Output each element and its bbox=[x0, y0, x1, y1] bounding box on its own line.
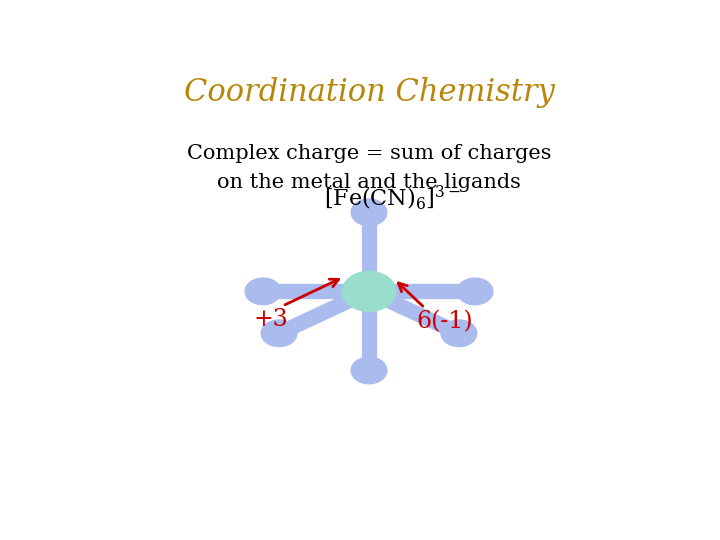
Circle shape bbox=[245, 278, 281, 305]
Text: on the metal and the ligands: on the metal and the ligands bbox=[217, 173, 521, 192]
Circle shape bbox=[342, 272, 396, 312]
Text: +3: +3 bbox=[254, 308, 289, 331]
Text: Coordination Chemistry: Coordination Chemistry bbox=[184, 77, 554, 109]
Circle shape bbox=[351, 357, 387, 384]
Circle shape bbox=[261, 320, 297, 347]
Text: 6(-1): 6(-1) bbox=[416, 310, 472, 333]
Circle shape bbox=[441, 320, 477, 347]
Text: Complex charge = sum of charges: Complex charge = sum of charges bbox=[186, 144, 552, 163]
Circle shape bbox=[351, 199, 387, 226]
Text: $\mathregular{[Fe(CN)_6]^{3-}}$: $\mathregular{[Fe(CN)_6]^{3-}}$ bbox=[324, 184, 462, 212]
Circle shape bbox=[457, 278, 493, 305]
